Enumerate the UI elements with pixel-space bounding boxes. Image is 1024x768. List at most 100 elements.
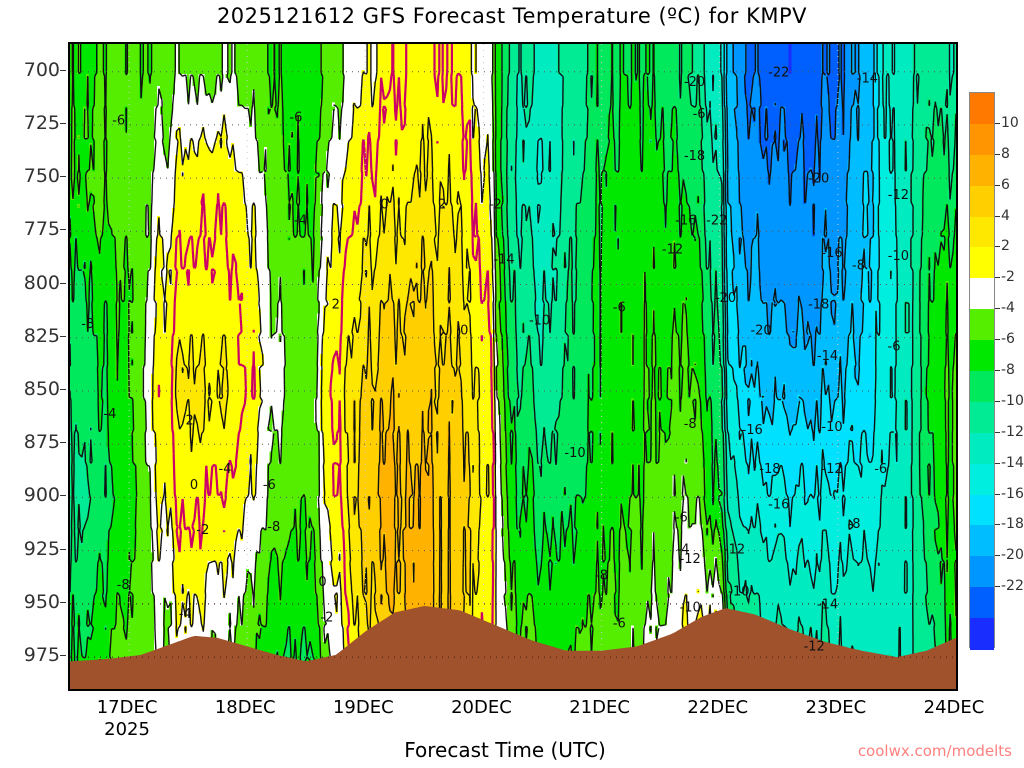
contour-label: 0 — [460, 323, 468, 338]
contour-label: -16 — [821, 246, 842, 261]
x-tick-label: 21DEC — [569, 697, 630, 718]
contour-label: -14 — [857, 72, 878, 87]
chart-page: 2025121612 GFS Forecast Temperature (ºC)… — [0, 0, 1024, 768]
contour-label: -6 — [693, 107, 706, 122]
contour-label: -20 — [684, 75, 705, 90]
x-tick-label: 18DEC — [215, 697, 276, 718]
colorbar-tick — [995, 401, 1000, 402]
contour-label: -4 — [179, 607, 192, 622]
contour-label: -20 — [750, 323, 771, 338]
colorbar-tick — [995, 555, 1000, 556]
colorbar-tick — [995, 586, 1000, 587]
colorbar-tick — [995, 185, 1000, 186]
colorbar-tick-label: -8 — [1001, 362, 1015, 378]
contour-label: -14 — [817, 597, 838, 612]
colorbar-tick-label: 4 — [1001, 208, 1010, 224]
y-tick-label: 925 — [2, 538, 60, 560]
contour-label: -2 — [489, 198, 502, 213]
colorbar-band — [970, 618, 994, 649]
y-axis: 700 725 750 775 800 825 850 875 900 925 950 975 — [0, 42, 60, 687]
contour-label: 0 — [190, 478, 198, 493]
contour-label: -14 — [493, 252, 514, 267]
contour-label: -6 — [263, 478, 276, 493]
contour-label: -2 — [196, 523, 209, 538]
x-axis-year-label: 2025 — [104, 719, 150, 740]
contour-label: -12 — [662, 243, 683, 258]
attribution-label: coolwx.com/modelts — [858, 742, 1012, 760]
contour-label: -16 — [768, 497, 789, 512]
y-tick-label: 950 — [2, 591, 60, 613]
contour-label: -20 — [808, 172, 829, 187]
colorbar-band — [970, 247, 994, 278]
colorbar-tick-label: 8 — [1001, 146, 1010, 162]
y-tick-label: 725 — [2, 112, 60, 134]
colorbar-band — [970, 309, 994, 340]
contour-label: 0 — [318, 575, 326, 590]
colorbar-tick-label: -12 — [1001, 424, 1024, 440]
contour-label: -4 — [294, 214, 307, 229]
y-tick-label: 700 — [2, 59, 60, 81]
y-tick-label: 775 — [2, 218, 60, 240]
colorbar-band — [970, 464, 994, 495]
y-tick-label: 850 — [2, 378, 60, 400]
y-tick-label: 800 — [2, 272, 60, 294]
contour-label: -8 — [684, 417, 697, 432]
colorbar-tick-label: 6 — [1001, 177, 1010, 193]
colorbar-tick-label: -4 — [1001, 300, 1015, 316]
colorbar-tick-label: -22 — [1001, 578, 1024, 594]
y-tick-mark — [60, 655, 66, 656]
y-tick-mark — [60, 123, 66, 124]
y-tick-mark — [60, 176, 66, 177]
contour-label: -6 — [613, 617, 626, 632]
y-tick-mark — [60, 602, 66, 603]
contour-label: -22 — [768, 65, 789, 80]
contour-label: -6 — [675, 510, 688, 525]
x-tick-label: 22DEC — [687, 697, 748, 718]
contour-label: 2 — [332, 297, 340, 312]
y-tick-label: 825 — [2, 325, 60, 347]
colorbar-band — [970, 340, 994, 371]
contour-label: -8 — [852, 259, 865, 274]
colorbar-tick — [995, 494, 1000, 495]
colorbar-tick-label: 10 — [1001, 115, 1019, 131]
colorbar-tick — [995, 216, 1000, 217]
contour-label: -10 — [888, 249, 909, 264]
colorbar-band — [970, 93, 994, 124]
y-tick-mark — [60, 336, 66, 337]
contour-label: -16 — [742, 423, 763, 438]
contour-label: -4 — [103, 407, 116, 422]
contour-label: -10 — [728, 585, 749, 600]
colorbar-tick-label: -2 — [1001, 269, 1015, 285]
contour-label: -4 — [219, 462, 232, 477]
colorbar-tick-label: -14 — [1001, 455, 1024, 471]
contour-label: -6 — [874, 462, 887, 477]
y-tick-label: 900 — [2, 484, 60, 506]
colorbar-tick — [995, 246, 1000, 247]
contour-label: -16 — [675, 214, 696, 229]
y-tick-mark — [60, 70, 66, 71]
colorbar-band — [970, 402, 994, 433]
y-tick-label: 875 — [2, 431, 60, 453]
colorbar-band — [970, 278, 994, 309]
contour-label: -18 — [684, 149, 705, 164]
contour-label: -10 — [529, 314, 550, 329]
colorbar-tick-label: -10 — [1001, 393, 1024, 409]
contour-label: -12 — [888, 188, 909, 203]
colorbar-tick — [995, 308, 1000, 309]
contour-label: -10 — [680, 601, 701, 616]
contour-label: -12 — [724, 543, 745, 558]
y-tick-label: 750 — [2, 165, 60, 187]
colorbar-tick — [995, 277, 1000, 278]
contour-label: -6 — [112, 114, 125, 129]
contour-label: -8 — [117, 578, 130, 593]
contour-label: -18 — [759, 462, 780, 477]
colorbar-tick — [995, 463, 1000, 464]
colorbar — [969, 92, 995, 648]
x-axis: 17DEC 2025 18DEC 19DEC 20DEC 21DEC 22DEC 23DEC 2… — [68, 689, 954, 729]
y-tick-mark — [60, 389, 66, 390]
contour-label: -20 — [715, 291, 736, 306]
x-tick-label: 24DEC — [924, 697, 985, 718]
colorbar-tick-label: -16 — [1001, 486, 1024, 502]
contour-label: 0 — [380, 198, 388, 213]
contour-label: -8 — [595, 568, 608, 583]
